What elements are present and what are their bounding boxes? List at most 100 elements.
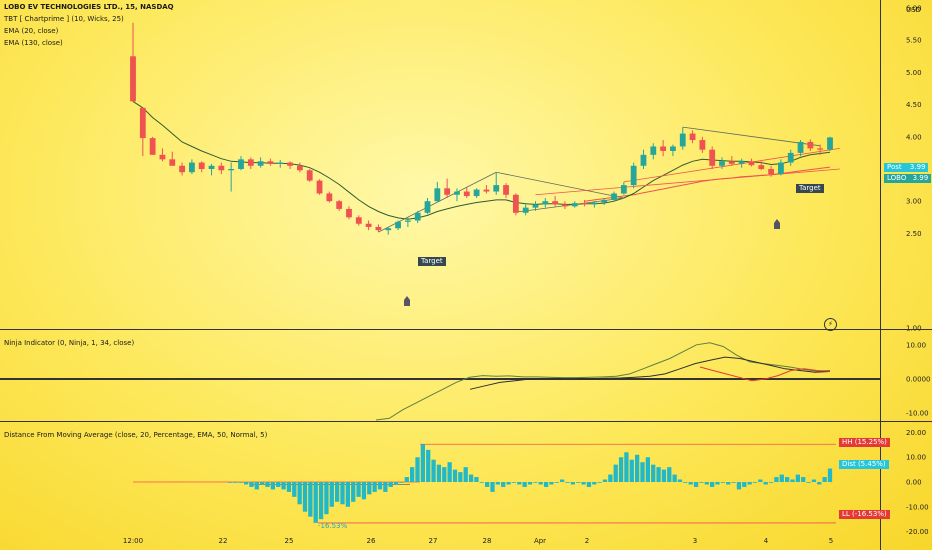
dfma-bar <box>420 444 425 482</box>
candle <box>277 162 284 164</box>
dfma-bar <box>372 482 377 492</box>
dfma-tick-label: 10.00 <box>906 454 926 462</box>
dfma-pane-title[interactable]: Distance From Moving Average (close, 20,… <box>4 431 268 439</box>
price-tick-label: 5.50 <box>906 37 922 45</box>
candle <box>512 194 519 213</box>
candle <box>591 202 598 205</box>
lightning-icon[interactable]: ⚡ <box>824 318 837 331</box>
candle <box>571 203 578 207</box>
dfma-bar <box>586 482 592 487</box>
candle <box>787 152 794 163</box>
candle <box>139 107 146 139</box>
dfma-bar <box>576 482 581 483</box>
dfma-bar <box>554 482 559 483</box>
dfma-bar <box>613 464 618 482</box>
candle <box>306 170 313 181</box>
dfma-bar <box>581 482 586 485</box>
candle <box>454 191 460 195</box>
post-label: Post <box>887 163 902 171</box>
candle <box>326 193 333 202</box>
dfma-bar <box>501 482 506 487</box>
dfma-bar <box>468 474 474 482</box>
dfma-bar <box>785 477 790 482</box>
dfma-bar <box>570 482 575 485</box>
dfma-bar <box>592 482 597 485</box>
dfma-bar <box>608 474 613 482</box>
dfma-bar <box>393 482 399 485</box>
candle <box>640 154 647 166</box>
dfma-bar <box>388 482 393 487</box>
candle <box>444 188 451 195</box>
ema-20-line <box>132 100 831 220</box>
candle <box>758 165 765 169</box>
dfma-tick-label: 20.00 <box>906 429 926 437</box>
candle <box>552 201 559 205</box>
price-tick-label: 2.50 <box>906 230 922 238</box>
candle <box>620 185 627 194</box>
dist-badge: Dist (5.45%) <box>839 460 889 469</box>
dfma-bar <box>302 482 308 512</box>
candle <box>130 56 136 102</box>
pane-separator-2[interactable] <box>0 421 932 422</box>
candle <box>159 154 166 160</box>
dfma-bar <box>624 452 629 482</box>
candle <box>208 165 215 169</box>
candle <box>404 220 411 222</box>
candle <box>179 165 185 173</box>
dfma-bar <box>233 482 238 483</box>
dfma-bar <box>351 482 356 502</box>
candle <box>670 146 676 151</box>
candle <box>562 204 568 207</box>
indicator-ema20-label[interactable]: EMA (20, close) <box>4 27 59 35</box>
dfma-bar <box>249 482 254 487</box>
dfma-bar <box>795 474 800 482</box>
dfma-bar <box>292 482 297 497</box>
dfma-bar <box>442 467 447 482</box>
ninja-tick-label: 10.00 <box>906 341 926 349</box>
candle <box>827 137 833 150</box>
time-tick-label: 25 <box>285 537 294 545</box>
dfma-bar <box>565 482 570 483</box>
dfma-bar <box>297 482 302 505</box>
candle <box>218 165 225 171</box>
price-tick-label: 4.50 <box>906 101 922 109</box>
pane-separator-1[interactable] <box>0 329 932 330</box>
dfma-bar <box>656 467 661 482</box>
support-line <box>535 168 840 196</box>
candle <box>228 169 235 171</box>
dfma-bar <box>688 482 693 485</box>
dfma-bar <box>549 482 554 485</box>
ninja-tick-label: -10.00 <box>906 410 929 418</box>
dfma-bar <box>635 454 640 482</box>
candle <box>483 189 490 192</box>
dfma-bar <box>404 477 409 482</box>
dfma-bar <box>356 482 361 497</box>
hh-badge: HH (15.25%) <box>839 438 890 447</box>
dfma-bar <box>335 482 340 502</box>
dfma-bar <box>324 482 329 515</box>
price-tick-label: 5.00 <box>906 69 922 77</box>
candle <box>738 161 745 164</box>
ninja-pane-title[interactable]: Ninja Indicator (0, Ninja, 1, 34, close) <box>4 339 135 347</box>
ninja-tick-label: 0.0000 <box>906 376 931 384</box>
candle <box>719 161 725 166</box>
dfma-bar <box>447 462 452 482</box>
dfma-bar <box>458 472 463 482</box>
indicator-ema130-label[interactable]: EMA (130, close) <box>4 39 63 47</box>
dfma-bar <box>254 482 259 490</box>
dfma-bar <box>720 482 725 483</box>
candle <box>257 161 264 166</box>
dfma-bar <box>485 482 490 487</box>
dfma-bar <box>517 482 522 485</box>
dfma-bar <box>436 464 442 482</box>
candle <box>296 165 303 171</box>
indicator-tbt-label[interactable]: TBT [ Chartprime ] (10, Wicks, 25) <box>4 15 124 23</box>
time-tick-label: 2 <box>585 537 589 545</box>
time-tick-label: 22 <box>219 537 228 545</box>
target-badge-2: Target <box>796 184 824 193</box>
dfma-bar <box>276 482 281 487</box>
dfma-bar <box>506 482 511 485</box>
candle <box>365 223 372 227</box>
candle <box>728 161 735 164</box>
